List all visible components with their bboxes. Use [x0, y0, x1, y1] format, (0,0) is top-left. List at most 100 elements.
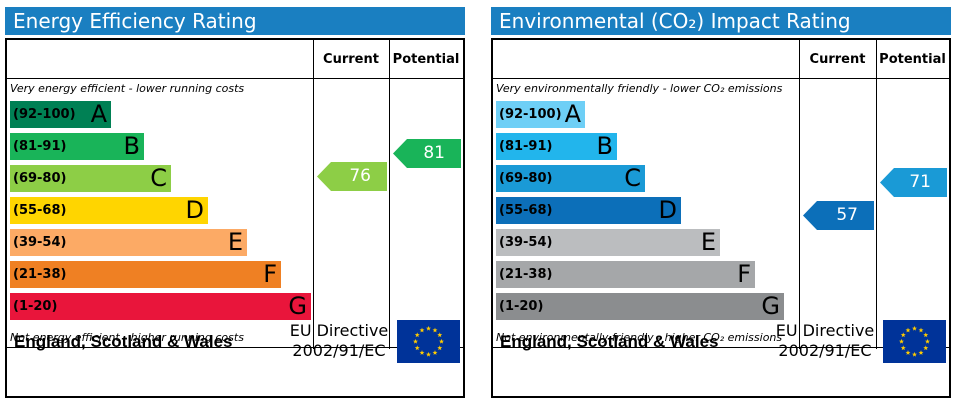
rating-band-b: (81-91) B: [10, 133, 144, 160]
band-letter: B: [596, 132, 613, 160]
rating-value: 76: [349, 166, 371, 187]
rating-band-d: (55-68) D: [10, 197, 208, 224]
arrow-shape: [880, 168, 947, 198]
rating-band-e: (39-54) E: [496, 229, 720, 256]
flag-star: [419, 350, 425, 355]
band-letter: D: [185, 196, 204, 224]
flag-star: [414, 332, 420, 338]
flag-star: [432, 350, 438, 355]
band-range-label: (81-91): [499, 139, 553, 154]
top-note: Very environmentally friendly - lower CO…: [496, 82, 783, 95]
arrow-shape: [393, 139, 461, 168]
flag-star: [918, 327, 924, 333]
column-divider: [313, 40, 314, 349]
band-letter: D: [658, 196, 677, 224]
rating-band-a: (92-100) A: [496, 101, 585, 128]
flag-star: [900, 345, 906, 351]
band-letter: F: [737, 260, 751, 288]
band-letter: C: [150, 164, 167, 192]
flag-star: [912, 351, 917, 357]
rating-value: 81: [423, 143, 445, 163]
band-range-label: (92-100): [499, 107, 562, 122]
band-letter: C: [624, 164, 641, 192]
band-letter: A: [90, 100, 107, 128]
header-divider: [7, 78, 463, 79]
potential-column-header: Potential: [879, 52, 946, 67]
rating-table: Current Potential Very environmentally fri…: [491, 38, 951, 398]
flag-star: [437, 332, 443, 338]
column-divider: [799, 40, 800, 349]
country-label: England, Scotland & Wales: [14, 332, 233, 351]
flag-star: [414, 345, 420, 351]
directive-line-1: EU Directive: [289, 321, 389, 340]
footer-divider: [7, 347, 463, 348]
rating-band-d: (55-68) D: [496, 197, 681, 224]
rating-value: 71: [909, 172, 931, 193]
flag-star: [432, 327, 438, 333]
arrow-shape: [317, 162, 387, 192]
flag-star: [437, 345, 443, 351]
flag-star: [923, 332, 929, 338]
rating-band-f: (21-38) F: [10, 261, 281, 288]
band-range-label: (55-68): [499, 203, 553, 218]
flag-star: [426, 351, 431, 357]
eu-flag-icon: [883, 320, 946, 363]
band-letter: G: [761, 292, 780, 320]
band-range-label: (21-38): [13, 267, 67, 282]
flag-star: [900, 332, 906, 338]
flag-star: [899, 338, 904, 344]
rating-table: Current Potential Very energy efficient - …: [5, 38, 465, 398]
bottom-note: Not energy efficient - higher running co…: [10, 331, 244, 344]
flag-star: [912, 325, 917, 331]
rating-band-b: (81-91) B: [496, 133, 617, 160]
eu-flag-icon: [397, 320, 460, 363]
directive-line-2: 2002/91/EC: [292, 341, 386, 360]
band-range-label: (39-54): [499, 235, 553, 250]
footer-divider: [493, 347, 949, 348]
band-range-label: (55-68): [13, 203, 67, 218]
flag-star: [918, 350, 924, 355]
band-range-label: (69-80): [499, 171, 553, 186]
current-column-header: Current: [809, 52, 866, 67]
column-divider: [389, 40, 390, 349]
rating-band-c: (69-80) C: [10, 165, 171, 192]
flag-star: [419, 327, 425, 333]
rating-band-g: (1-20) G: [496, 293, 784, 320]
band-letter: E: [700, 228, 716, 256]
potential-rating-arrow: 71: [880, 168, 947, 198]
band-range-label: (1-20): [499, 299, 544, 314]
band-letter: E: [227, 228, 243, 256]
environmental-impact-panel: Environmental (CO₂) Impact Rating Current…: [491, 7, 951, 398]
potential-column-header: Potential: [392, 52, 460, 67]
flag-star: [439, 338, 444, 344]
band-letter: A: [564, 100, 581, 128]
energy-efficiency-panel: Energy Efficiency Rating Current Potential…: [5, 7, 465, 398]
panel-title: Environmental (CO₂) Impact Rating: [491, 7, 951, 35]
band-range-label: (21-38): [499, 267, 553, 282]
flag-star: [923, 345, 929, 351]
band-letter: B: [123, 132, 140, 160]
flag-star: [905, 350, 911, 355]
rating-value: 57: [836, 204, 858, 225]
header-divider: [493, 78, 949, 79]
flag-star: [925, 338, 930, 344]
arrow-shape: [803, 200, 874, 230]
eu-directive: EU Directive 2002/91/EC: [775, 321, 875, 361]
band-letter: G: [288, 292, 307, 320]
flag-star: [413, 338, 418, 344]
current-rating-arrow: 57: [803, 200, 874, 230]
country-label: England, Scotland & Wales: [500, 332, 719, 351]
directive-line-1: EU Directive: [775, 321, 875, 340]
top-note: Very energy efficient - lower running co…: [10, 82, 245, 95]
rating-band-c: (69-80) C: [496, 165, 645, 192]
rating-band-e: (39-54) E: [10, 229, 247, 256]
band-range-label: (1-20): [13, 299, 58, 314]
rating-band-f: (21-38) F: [496, 261, 755, 288]
rating-band-a: (92-100) A: [10, 101, 111, 128]
rating-band-g: (1-20) G: [10, 293, 311, 320]
potential-rating-arrow: 81: [393, 139, 461, 168]
band-letter: F: [263, 260, 277, 288]
flag-star: [905, 327, 911, 333]
band-range-label: (39-54): [13, 235, 67, 250]
bottom-note: Not environmentally friendly - higher CO…: [496, 331, 783, 344]
